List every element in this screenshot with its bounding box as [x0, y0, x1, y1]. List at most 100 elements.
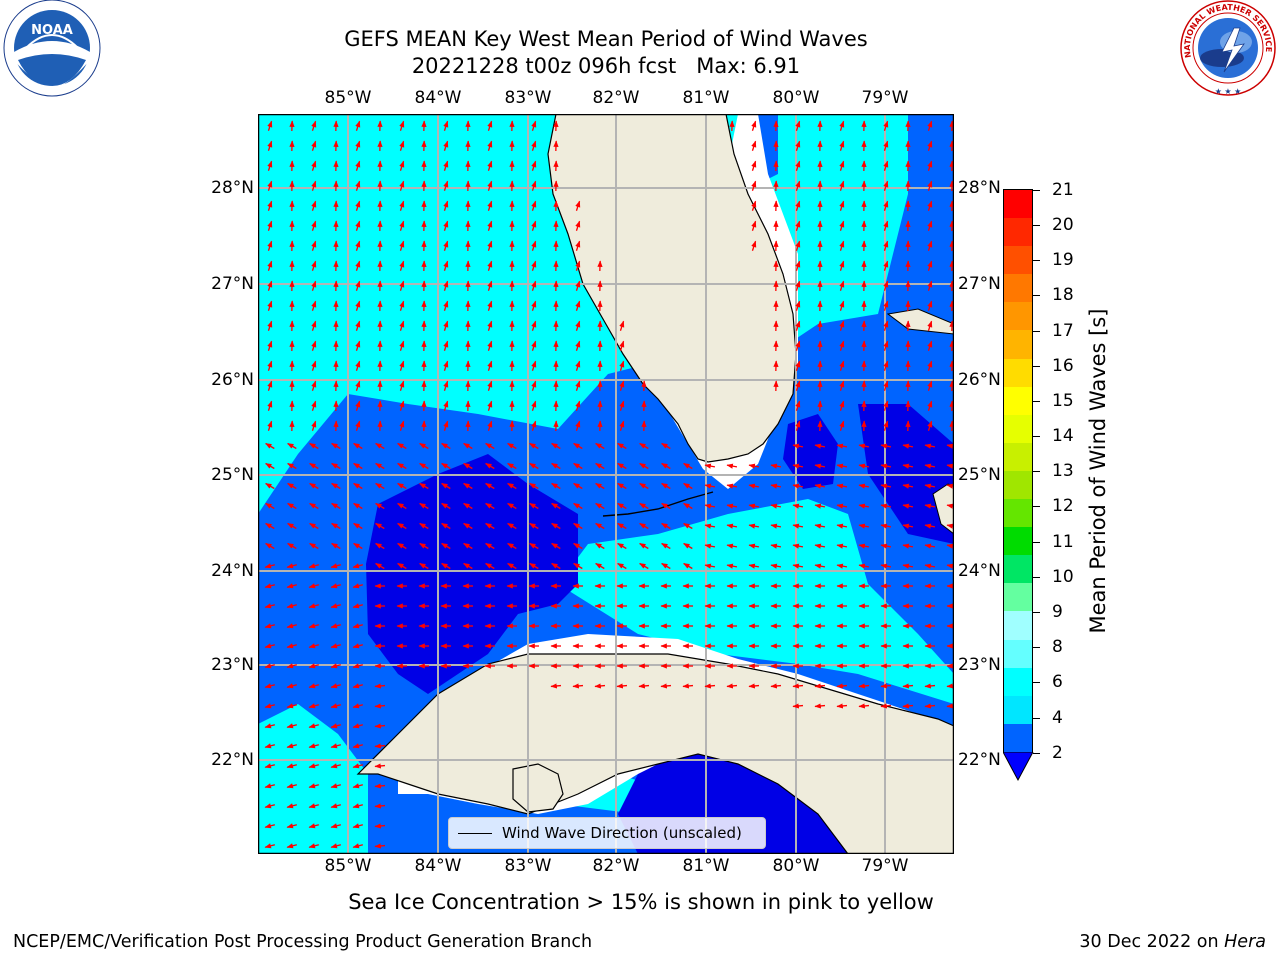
wave-arrow: [399, 420, 405, 431]
lon-tick-top-1: 84°W: [414, 88, 462, 108]
wave-arrow: [638, 683, 650, 689]
wave-arrow: [485, 562, 495, 570]
wave-arrow: [264, 683, 275, 689]
wave-arrow: [617, 502, 627, 510]
wave-arrow: [399, 120, 405, 131]
land-grand-bahama: [886, 308, 954, 335]
wave-arrow: [726, 523, 738, 529]
wave-arrow: [572, 683, 584, 689]
wave-arrow: [617, 442, 627, 450]
colorbar-segment-9: [1004, 442, 1032, 471]
wave-arrow: [330, 743, 341, 749]
wave-arrow: [330, 763, 341, 769]
wave-arrow: [330, 723, 341, 729]
wave-arrow: [267, 360, 273, 371]
wave-arrow: [575, 400, 581, 411]
wave-arrow: [883, 180, 889, 191]
lat-tick-right-3: 25°N: [958, 465, 1001, 485]
wave-arrow: [352, 703, 363, 709]
noaa-logo-text: NOAA: [31, 23, 73, 38]
colorbar-tickmark-21: [1033, 190, 1040, 191]
wave-arrow: [355, 300, 361, 311]
wave-arrow: [264, 563, 275, 569]
wave-arrow: [531, 280, 537, 291]
wave-arrow: [927, 220, 933, 231]
wave-arrow: [311, 340, 317, 351]
wave-arrow: [795, 400, 801, 411]
wave-arrow: [308, 703, 319, 709]
wave-arrow: [639, 542, 649, 550]
wave-arrow: [531, 340, 537, 351]
wave-arrow: [399, 300, 405, 311]
wave-arrow: [529, 442, 539, 450]
wave-arrow: [902, 543, 914, 549]
wave-arrow: [880, 443, 892, 449]
field-cyan-sw: [258, 704, 368, 854]
wave-arrow: [683, 502, 693, 510]
wave-arrow: [374, 743, 386, 749]
wave-arrow: [352, 763, 363, 769]
wave-arrow: [441, 562, 451, 570]
wave-arrow: [704, 543, 716, 549]
wave-arrow: [311, 160, 317, 171]
wave-arrow: [286, 763, 297, 769]
wave-arrow: [880, 543, 892, 549]
wave-arrow: [836, 443, 848, 449]
wave-arrow: [726, 683, 738, 689]
wave-arrow: [529, 562, 539, 570]
wave-arrow: [487, 320, 493, 331]
wave-arrow: [397, 502, 407, 510]
wave-arrow: [573, 442, 583, 450]
wave-arrow: [487, 420, 493, 431]
lon-tick-top-2: 83°W: [504, 88, 552, 108]
wave-arrow: [374, 823, 386, 829]
wave-arrow: [311, 380, 317, 391]
wave-arrow: [443, 300, 449, 311]
wave-arrow: [792, 443, 804, 449]
wave-arrow: [487, 260, 493, 271]
wave-arrow: [748, 683, 760, 689]
wave-arrow: [902, 483, 914, 489]
footer-branch: NCEP/EMC/Verification Post Processing Pr…: [13, 932, 593, 952]
colorbar-tickmark-2: [1033, 753, 1040, 754]
wave-arrow: [839, 320, 845, 331]
wave-arrow: [311, 320, 317, 331]
colorbar: [1003, 189, 1033, 753]
lat-tick-left-5: 23°N: [211, 655, 254, 675]
wave-arrow: [352, 803, 363, 809]
wave-arrow: [352, 643, 363, 649]
wave-arrow: [880, 563, 892, 569]
lon-tick-bottom-2: 83°W: [504, 856, 552, 876]
wave-arrow: [683, 522, 693, 530]
wave-arrow: [814, 503, 826, 509]
wave-arrow: [286, 583, 297, 589]
wave-arrow: [399, 240, 405, 251]
wave-arrow: [353, 442, 363, 450]
wave-arrow: [375, 562, 385, 570]
wave-arrow: [286, 623, 297, 629]
wave-arrow: [308, 643, 319, 649]
colorbar-tick-21: 21: [1052, 180, 1074, 200]
wave-arrow: [507, 562, 517, 570]
wave-arrow: [814, 443, 826, 449]
lat-tick-left-0: 28°N: [211, 178, 254, 198]
wave-arrow: [595, 442, 605, 450]
wave-arrow: [399, 340, 405, 351]
wave-arrow: [374, 703, 386, 709]
wave-arrow: [661, 462, 671, 470]
wave-arrow: [639, 502, 649, 510]
footer-date: 30 Dec 2022 on Hera: [1079, 932, 1266, 952]
wave-arrow: [419, 562, 429, 570]
wave-arrow: [487, 400, 493, 411]
lat-tick-right-4: 24°N: [958, 561, 1001, 581]
wave-arrow: [883, 420, 889, 431]
wave-arrow: [575, 320, 581, 331]
wave-arrow: [858, 503, 870, 509]
wave-arrow: [814, 563, 826, 569]
colorbar-label: Mean Period of Wind Waves [s]: [1086, 308, 1110, 634]
wave-arrow: [264, 603, 275, 609]
colorbar-tickmark-9: [1033, 612, 1040, 613]
wave-arrow: [399, 260, 405, 271]
chart-title-line1: GEFS MEAN Key West Mean Period of Wind W…: [344, 27, 868, 51]
colorbar-segment-0: [1004, 190, 1032, 219]
